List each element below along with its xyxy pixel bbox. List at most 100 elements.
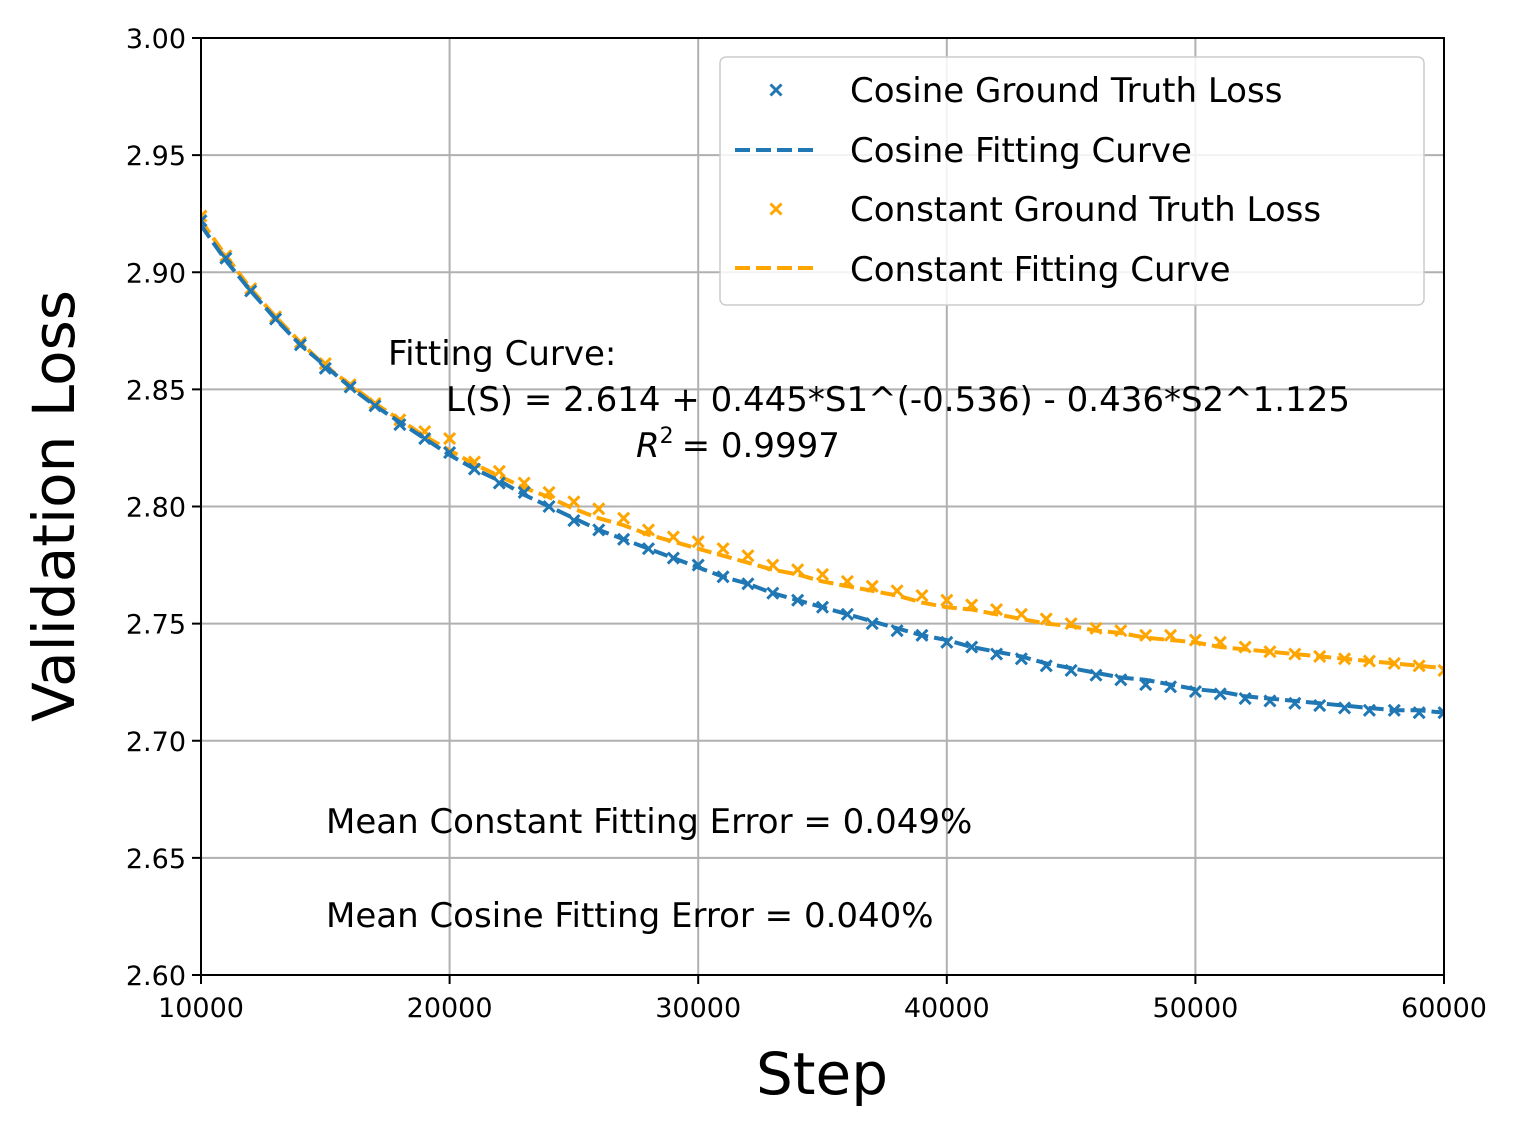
x-axis-title: Step [756,1040,888,1108]
data-point-marker [989,603,1004,617]
x-tick-label: 10000 [158,993,244,1024]
data-point-marker [1387,703,1401,717]
legend-box [719,56,1425,306]
data-point-marker [343,380,357,394]
data-point-marker [1337,701,1352,715]
data-point-marker [418,432,432,446]
legend-marker-mark [769,202,783,216]
legend-entry-cosine-fit: Cosine Fitting Curve [735,131,1192,171]
data-point-marker [467,462,482,476]
data-point-marker [1089,621,1103,635]
r-squared-exponent: 2 [660,424,674,449]
y-tick-label: 2.80 [126,493,186,524]
y-tick-label: 2.65 [126,844,186,875]
data-point-marker [666,551,680,565]
data-point-marker [1089,668,1103,682]
data-point-marker [989,647,1004,661]
data-point-marker [1188,684,1202,699]
data-point-marker [1313,649,1327,663]
x-tick-label: 50000 [1152,993,1238,1024]
data-point-marker [1412,659,1426,673]
data-point-marker [1114,673,1128,687]
x-tick-label: 20000 [407,993,493,1024]
data-point-marker [1437,706,1444,720]
data-point-marker [915,628,929,642]
data-point-marker [1213,687,1227,701]
data-point-marker [1139,677,1153,692]
data-point-marker [741,549,755,563]
data-point-marker [567,513,581,528]
data-point-marker [492,476,506,490]
data-point-marker [666,530,680,544]
data-point-marker [965,598,979,612]
legend-label-constant-fit: Constant Fitting Curve [850,250,1231,290]
data-point-marker [368,399,382,413]
y-tick-label: 3.00 [126,24,186,55]
data-point-marker [890,584,904,598]
legend-entry-constant-gt: Constant Ground Truth Loss [769,190,1321,230]
cosine-fitting-error: Mean Cosine Fitting Error = 0.040% [326,896,934,936]
x-tick-label: 40000 [904,993,990,1024]
data-point-marker [517,485,531,500]
data-point-marker [1064,617,1078,631]
data-point-marker [965,640,979,654]
data-point-marker [691,558,705,572]
data-point-marker [219,251,233,265]
data-point-marker [1014,607,1028,621]
data-point-marker [269,312,283,326]
data-point-marker [1362,703,1376,717]
data-point-marker [815,567,830,581]
series-constant-fitting-curve [201,219,1444,671]
y-tick-label: 2.85 [126,375,186,406]
data-point-marker [1039,659,1053,673]
data-point-marker [691,535,705,549]
data-point-marker [1114,624,1128,638]
data-point-marker [716,542,730,556]
data-point-marker [1213,635,1227,649]
data-point-marker [865,579,879,593]
fitting-curve-title: Fitting Curve: [388,334,616,374]
y-axis-title: Validation Loss [20,290,88,722]
data-point-marker [1437,663,1444,678]
data-point-marker [815,600,830,614]
fitting-curve-line [201,219,1444,671]
data-point-marker [293,338,308,352]
data-point-marker [1362,654,1376,668]
fitting-formula: L(S) = 2.614 + 0.445*S1^(-0.536) - 0.436… [446,380,1350,420]
data-point-marker [443,446,457,460]
data-point-marker [1263,645,1277,659]
data-point-marker [1238,640,1252,654]
r-squared-value: = 0.9997 [682,426,840,466]
data-point-marker [1039,612,1053,626]
legend-entry-cosine-gt: Cosine Ground Truth Loss [769,71,1282,111]
legend-label-cosine-gt: Cosine Ground Truth Loss [850,71,1282,111]
data-point-marker [1288,647,1302,661]
legend-label-constant-gt: Constant Ground Truth Loss [850,190,1321,230]
data-point-marker [1238,692,1252,706]
data-point-marker [865,617,879,631]
data-point-marker [1163,628,1178,642]
legend-entry-constant-fit: Constant Fitting Curve [735,250,1231,290]
series-cosine-ground-truth-loss [201,214,1444,720]
y-tick-label: 2.60 [126,961,186,992]
data-point-marker [617,532,631,546]
y-tick-label: 2.70 [126,727,186,758]
x-tick-label: 60000 [1401,993,1487,1024]
data-point-marker [840,607,854,621]
data-point-marker [791,563,805,577]
data-point-marker [443,432,457,446]
data-point-marker [840,574,854,589]
data-point-marker [940,593,954,607]
data-point-marker [1263,694,1277,708]
data-point-marker [567,495,581,509]
data-point-marker [1412,706,1426,720]
data-point-marker [1337,652,1352,666]
data-point-marker [940,635,954,649]
data-point-marker [318,361,332,375]
data-point-marker [791,593,805,607]
data-point-marker [890,624,904,638]
data-point-marker [592,523,606,537]
y-tick-label: 2.95 [126,141,186,172]
data-point-marker [1313,699,1327,713]
data-point-marker [1064,663,1078,678]
